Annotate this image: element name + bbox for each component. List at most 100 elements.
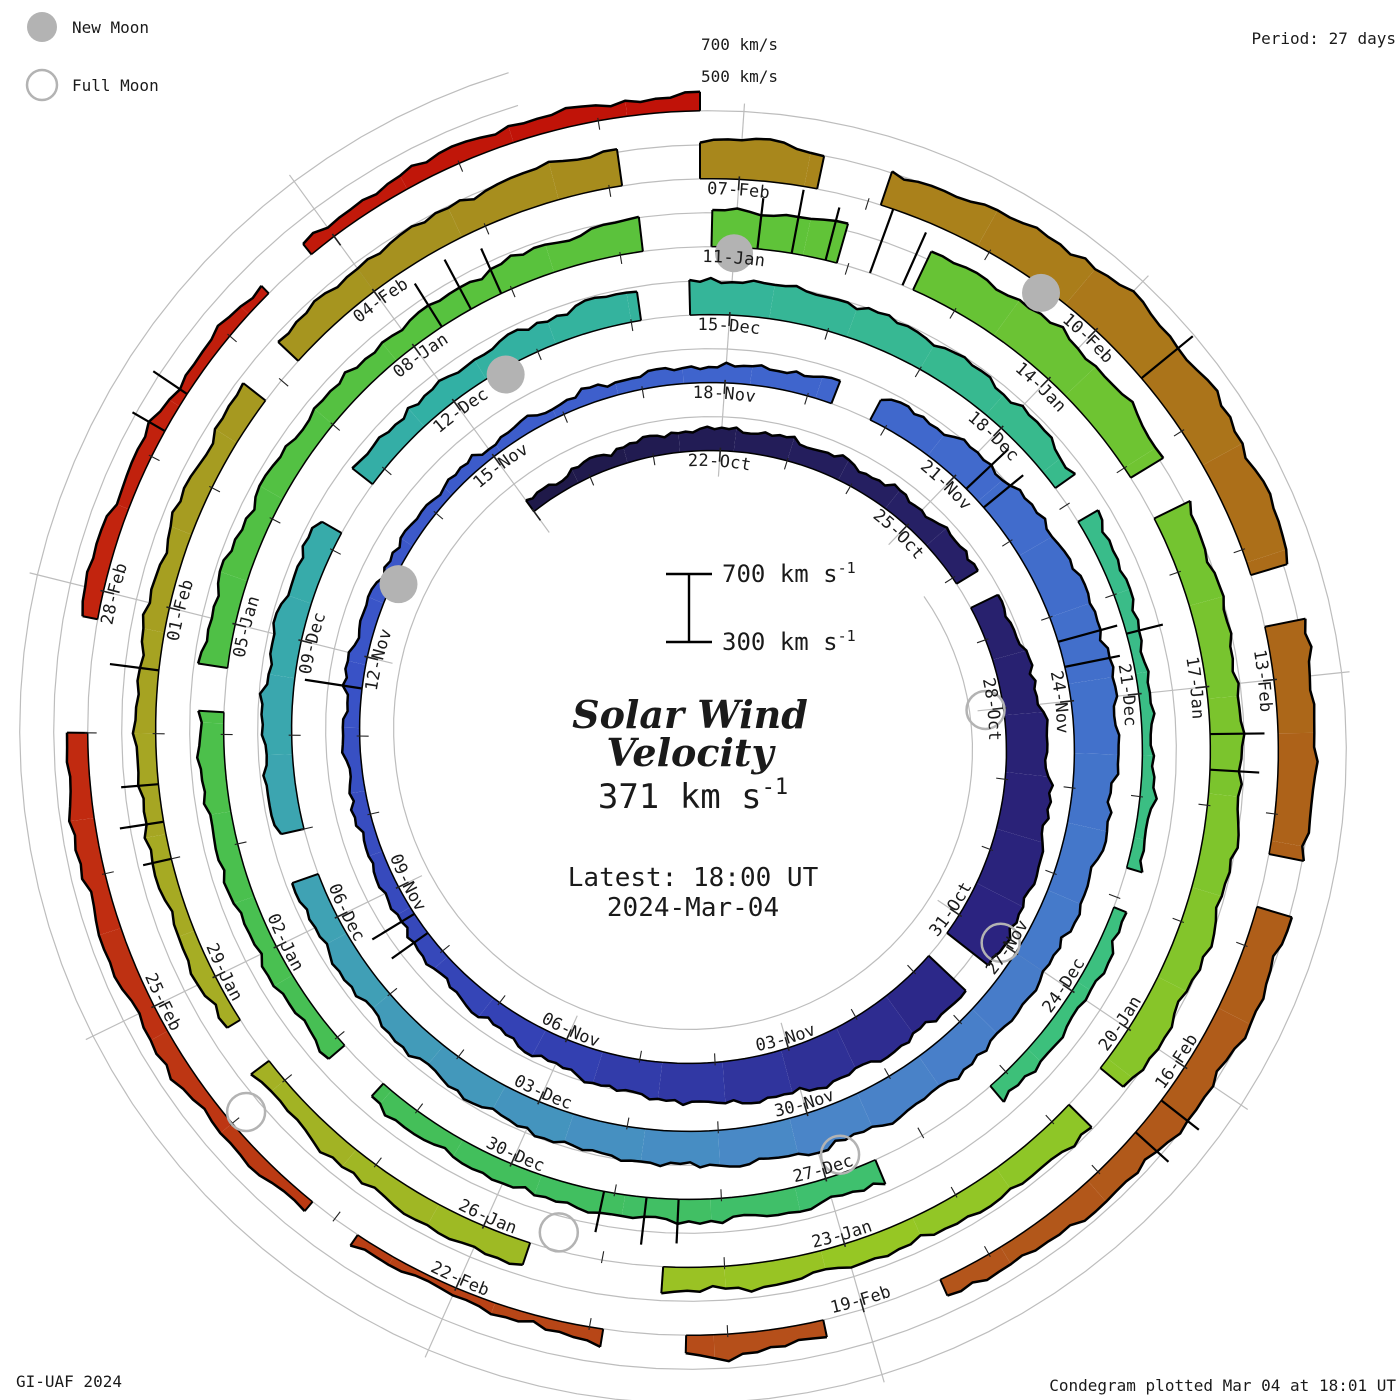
velocity-band-segment [1078, 510, 1131, 595]
velocity-band-segment [789, 1093, 873, 1156]
velocity-outline [685, 1335, 828, 1363]
date-label-char: F [170, 598, 192, 613]
ring-baseline [686, 1319, 824, 1337]
ring-baseline [939, 906, 1258, 1281]
date-label-char: 5 [232, 635, 254, 649]
date-label-char: 1 [1181, 655, 1202, 668]
date-label: 01-Feb [163, 577, 198, 643]
date-label-char: c [729, 453, 742, 474]
velocity-spike [983, 474, 1024, 509]
ring-baseline [880, 204, 1252, 576]
day-tick [999, 1064, 1009, 1075]
velocity-spike [142, 857, 172, 867]
band-edge-cap [912, 251, 933, 291]
ring-baseline [268, 1060, 531, 1244]
day-tick [457, 160, 464, 172]
velocity-spike [1209, 768, 1260, 774]
velocity-spike [304, 678, 363, 690]
day-tick [433, 510, 444, 520]
new-moon-icon [27, 12, 57, 42]
velocity-band-segment [846, 308, 934, 370]
date-label-char: b [1255, 701, 1276, 712]
velocity-band-segment [1065, 366, 1156, 468]
band-edge-cap [710, 209, 714, 247]
velocity-outline [1122, 500, 1246, 1088]
day-tick [884, 1068, 891, 1080]
band-edge-cap [226, 1019, 241, 1029]
velocity-outline [277, 147, 618, 343]
date-label-char: - [723, 248, 734, 269]
velocity-band-segment [857, 1056, 940, 1127]
band-edge-cap [349, 1234, 359, 1247]
day-tick [898, 523, 910, 535]
date-label: 10-Feb [1058, 310, 1117, 368]
day-tick [723, 1257, 726, 1270]
date-label-char: 3 [1251, 659, 1272, 672]
day-tick [783, 457, 789, 470]
date-label-char: t [739, 454, 752, 475]
velocity-band-segment [880, 171, 998, 246]
day-tick [483, 223, 490, 235]
day-tick [331, 233, 342, 246]
day-tick [151, 1000, 165, 1009]
day-tick [949, 908, 963, 918]
velocity-band-segment [718, 1118, 799, 1167]
velocity-band-segment [1124, 447, 1164, 478]
date-label-char: - [234, 625, 256, 640]
velocity-band-segment [1000, 1181, 1107, 1265]
date-label-char: 3 [764, 1032, 779, 1054]
band-edge-cap [1268, 853, 1304, 862]
velocity-band-segment [986, 394, 1061, 473]
date-label: 27-Nov [982, 917, 1033, 979]
date-label-char: 5 [708, 315, 719, 335]
velocity-band-segment [452, 1140, 542, 1196]
date-label-char: 0 [230, 646, 252, 660]
band-edge-cap [351, 467, 374, 486]
velocity-band-segment [685, 1334, 715, 1359]
velocity-outline [930, 250, 1165, 459]
date-label-char: 9 [298, 652, 320, 666]
day-tick [537, 1091, 545, 1105]
date-label-char: e [1254, 691, 1275, 703]
day-tick [451, 398, 462, 411]
band-edge-cap [928, 955, 967, 992]
velocity-band-segment [919, 345, 1004, 415]
velocity-band-segment [1133, 755, 1157, 840]
velocity-band-segment [1264, 618, 1315, 734]
day-tick [917, 1127, 925, 1139]
day-tick [996, 777, 1009, 781]
band-edge-cap [280, 828, 305, 836]
velocity-band-segment [1015, 890, 1081, 972]
day-tick [1265, 812, 1278, 815]
date-label: 05-Jan [230, 594, 265, 660]
date-label-char: D [1118, 694, 1139, 706]
velocity-band-segment [545, 216, 643, 273]
velocity-band-segment [1027, 982, 1091, 1062]
date-label-char: 2 [791, 1165, 805, 1187]
date-label-char: 0 [782, 1098, 797, 1120]
latest-velocity-value: 371 km s-1 [598, 775, 788, 817]
band-edge-cap [660, 1266, 665, 1294]
day-tick [1087, 327, 1099, 339]
date-label: 29-Jan [201, 940, 246, 1004]
day-tick [536, 348, 542, 361]
full-moon-marker [538, 1212, 580, 1253]
day-tick [588, 474, 595, 486]
day-tick [497, 995, 506, 1006]
velocity-band-segment [722, 1050, 793, 1104]
date-label-char: - [300, 641, 322, 656]
velocity-band-segment [940, 1247, 1011, 1296]
day-tick [509, 285, 516, 298]
day-tick [212, 970, 226, 979]
band-edge-cap [291, 873, 319, 885]
velocity-spike [756, 198, 765, 249]
velocity-band-segment [552, 382, 619, 418]
day-tick [626, 1117, 630, 1130]
band-edge-cap [1113, 906, 1127, 914]
date-label-char: - [1252, 669, 1273, 681]
full-moon-icon [25, 68, 59, 102]
velocity-spike [1134, 1131, 1170, 1163]
legend-full-moon-label: Full Moon [72, 76, 159, 95]
day-tick [1169, 570, 1182, 576]
day-tick [717, 1121, 719, 1134]
